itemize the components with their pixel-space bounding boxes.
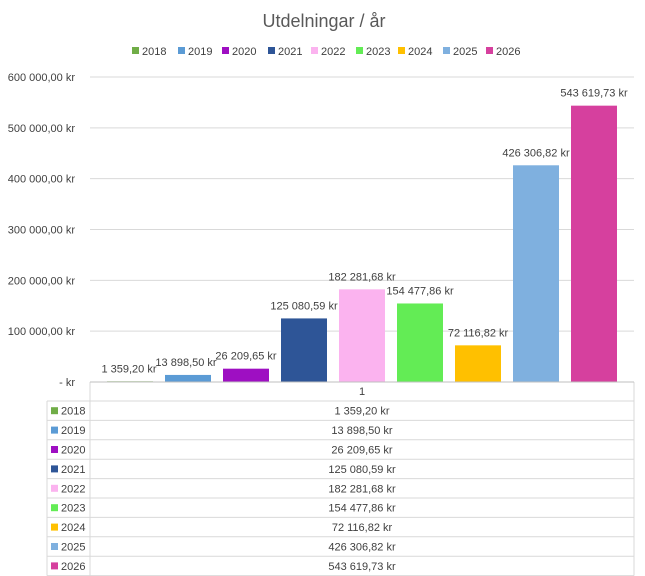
y-tick-label: 100 000,00 kr (8, 326, 76, 338)
legend-swatch-2024 (398, 47, 405, 54)
bar-2020 (223, 368, 269, 382)
table-series-name: 2019 (61, 425, 85, 437)
table-value: 182 281,68 kr (328, 483, 396, 495)
table-value: 13 898,50 kr (331, 425, 392, 437)
bar-2026 (571, 105, 617, 382)
table-swatch-2019 (51, 426, 58, 434)
legend-label-2018: 2018 (142, 46, 166, 58)
table-series-name: 2025 (61, 542, 85, 554)
legend-label-2019: 2019 (188, 46, 212, 58)
legend-label-2025: 2025 (453, 46, 477, 58)
data-label-2026: 543 619,73 kr (560, 88, 628, 100)
data-label-2019: 13 898,50 kr (155, 357, 216, 369)
table-series-name: 2022 (61, 483, 85, 495)
bar-2024 (455, 345, 501, 382)
y-tick-label: 300 000,00 kr (8, 225, 76, 237)
legend-swatch-2020 (222, 47, 229, 54)
legend-label-2024: 2024 (408, 46, 432, 58)
legend: 2018 2019 2020 2021 2022 2023 2024 2025 2026 (132, 46, 520, 58)
y-tick-label: 600 000,00 kr (8, 72, 76, 84)
table-value: 125 080,59 kr (328, 464, 396, 476)
legend-swatch-2019 (178, 47, 185, 54)
table-swatch-2022 (51, 484, 58, 492)
bar-2023 (397, 303, 443, 382)
chart-title: Utdelningar / år (262, 11, 385, 31)
data-label-2022: 182 281,68 kr (328, 271, 396, 283)
data-label-2023: 154 477,86 kr (386, 285, 454, 297)
legend-swatch-2018 (132, 47, 139, 54)
table-value: 1 359,20 kr (334, 406, 389, 418)
bar-2025 (513, 165, 559, 382)
legend-label-2026: 2026 (496, 46, 520, 58)
y-tick-label: 400 000,00 kr (8, 174, 76, 186)
y-tick-label: - kr (59, 377, 75, 389)
table-swatch-2023 (51, 504, 58, 512)
legend-swatch-2026 (486, 47, 493, 54)
y-tick-label: 500 000,00 kr (8, 123, 76, 135)
legend-swatch-2025 (443, 47, 450, 54)
table-series-name: 2018 (61, 406, 85, 418)
bars (107, 105, 617, 382)
table-swatch-2026 (51, 562, 58, 570)
data-label-2021: 125 080,59 kr (270, 300, 338, 312)
data-label-2020: 26 209,65 kr (215, 351, 276, 363)
table-series-name: 2026 (61, 561, 85, 573)
table-swatch-2020 (51, 446, 58, 453)
data-label-2024: 72 116,82 kr (448, 327, 509, 339)
table-series-name: 2021 (61, 464, 85, 476)
legend-swatch-2022 (311, 47, 318, 54)
legend-label-2021: 2021 (278, 46, 302, 58)
table-value: 543 619,73 kr (328, 561, 396, 573)
y-axis: - kr 100 000,00 kr 200 000,00 kr 300 000,00… (8, 72, 76, 389)
table-value: 154 477,86 kr (328, 503, 396, 515)
bar-2019 (165, 374, 211, 382)
data-label-2025: 426 306,82 kr (502, 147, 570, 159)
data-label-2018: 1 359,20 kr (101, 363, 156, 375)
table-series-name: 2023 (61, 503, 85, 515)
y-tick-label: 200 000,00 kr (8, 275, 76, 287)
table-swatch-2018 (51, 407, 58, 415)
table-value: 426 306,82 kr (328, 542, 396, 554)
table-swatch-2025 (51, 543, 58, 550)
table-swatch-2024 (51, 523, 58, 531)
table-value: 26 209,65 kr (331, 445, 392, 457)
bar-2022 (339, 289, 385, 382)
table-series-name: 2020 (61, 445, 85, 457)
legend-label-2020: 2020 (232, 46, 256, 58)
table-swatch-2021 (51, 465, 58, 473)
legend-swatch-2023 (356, 47, 363, 54)
data-table: 1 2018 1 359,20 kr 2019 13 898,50 kr 2020 26 2… (46, 381, 635, 576)
legend-label-2022: 2022 (321, 46, 345, 58)
bar-2021 (281, 318, 327, 382)
table-series-name: 2024 (61, 522, 85, 534)
legend-label-2023: 2023 (366, 46, 390, 58)
legend-swatch-2021 (268, 47, 275, 54)
x-category-label: 1 (359, 386, 365, 398)
table-value: 72 116,82 kr (332, 522, 393, 534)
